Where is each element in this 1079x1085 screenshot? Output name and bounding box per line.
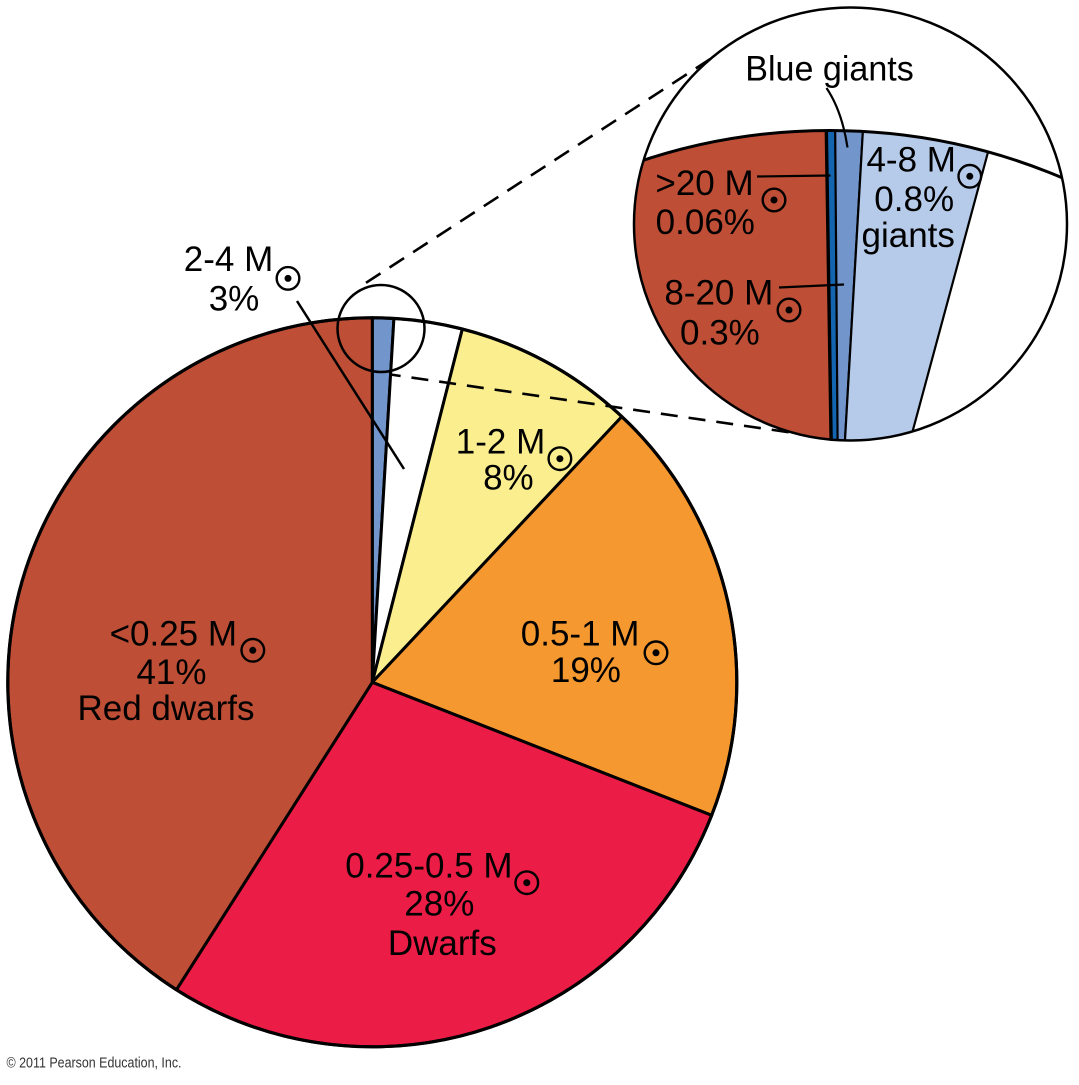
- svg-text:>20 M: >20 M: [655, 164, 753, 203]
- svg-text:8%: 8%: [483, 459, 534, 498]
- svg-text:41%: 41%: [136, 653, 206, 692]
- svg-text:Blue giants: Blue giants: [745, 49, 914, 88]
- svg-text:28%: 28%: [404, 885, 474, 924]
- svg-text:giants: giants: [861, 216, 954, 255]
- svg-text:Dwarfs: Dwarfs: [388, 924, 497, 963]
- svg-text:0.25-0.5 M: 0.25-0.5 M: [345, 847, 512, 886]
- svg-text:4-8 M: 4-8 M: [866, 141, 955, 180]
- svg-text:0.8%: 0.8%: [874, 180, 954, 219]
- svg-text:© 2011 Pearson Education, Inc.: © 2011 Pearson Education, Inc.: [7, 1055, 182, 1072]
- svg-text:0.3%: 0.3%: [680, 314, 760, 353]
- svg-text:0.06%: 0.06%: [656, 203, 755, 242]
- svg-text:Red dwarfs: Red dwarfs: [77, 689, 254, 728]
- svg-text:8-20 M: 8-20 M: [664, 273, 773, 312]
- svg-text:2-4 M: 2-4 M: [184, 240, 273, 279]
- svg-text:1-2 M: 1-2 M: [456, 423, 545, 462]
- svg-text:<0.25 M: <0.25 M: [110, 614, 237, 653]
- svg-text:0.5-1 M: 0.5-1 M: [521, 614, 640, 653]
- svg-text:3%: 3%: [209, 279, 260, 318]
- svg-text:19%: 19%: [551, 651, 621, 690]
